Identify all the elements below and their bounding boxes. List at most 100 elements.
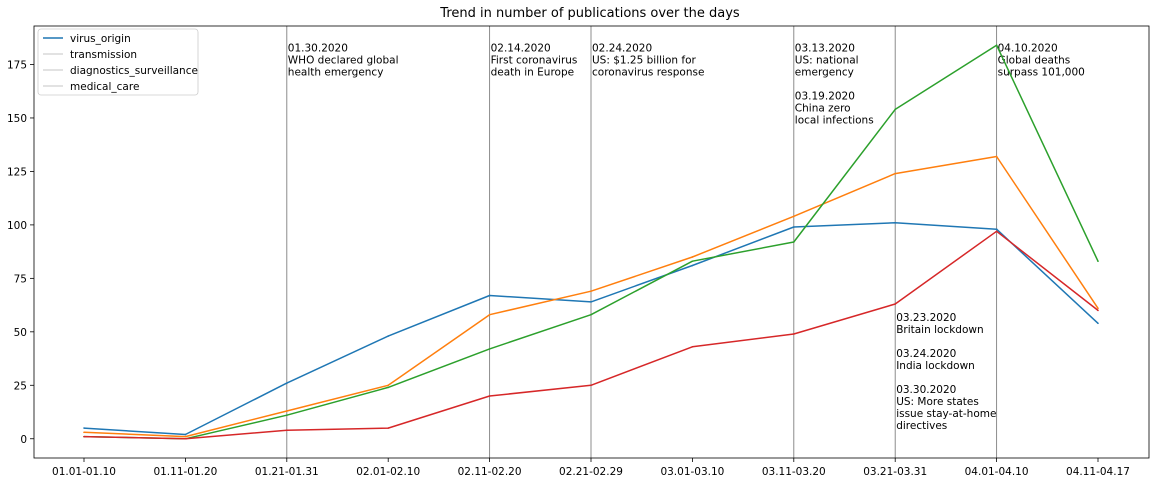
legend-box [37, 28, 199, 96]
data-point-diagnostics_surveillance [894, 108, 896, 111]
event-annotation-line: 01.30.2020 [288, 43, 348, 55]
event-annotation-line: health emergency [288, 67, 384, 79]
legend: virus_origin transmission diagnostics_surv… [37, 28, 199, 96]
event-annotation-line: 02.14.2020 [491, 43, 551, 55]
y-axis: 0 25 50 75 100 125 150 175 [7, 59, 34, 446]
event-annotation-line: surpass 101,000 [998, 67, 1085, 79]
legend-label: diagnostics_surveillance [70, 65, 198, 77]
data-point-transmission [488, 313, 491, 316]
event-annotation-line: China zero [795, 103, 851, 115]
data-point-transmission [691, 256, 694, 258]
plot-frame [33, 25, 1150, 459]
event-annotation-line: 03.13.2020 [795, 43, 855, 55]
data-point-medical_care [894, 303, 896, 305]
data-point-diagnostics_surveillance [590, 313, 592, 316]
data-point-virus_origin [691, 264, 694, 267]
data-point-virus_origin [995, 228, 998, 230]
data-point-diagnostics_surveillance [1097, 260, 1099, 263]
legend-label: medical_care [70, 81, 139, 93]
data-point-virus_origin [387, 335, 390, 337]
event-annotation-line: Global deaths [998, 55, 1071, 67]
y-tick-label: 0 [20, 434, 27, 446]
data-point-medical_care [184, 437, 187, 440]
data-point-transmission [387, 384, 390, 387]
event-annotation-line: directives [896, 420, 947, 432]
event-annotation-line: local infections [795, 115, 874, 127]
y-tick-label: 75 [14, 273, 27, 285]
event-annotation-line: India lockdown [896, 360, 975, 372]
event-annotation-line: US: More states [896, 396, 979, 408]
event-annotation-line: 03.23.2020 [896, 312, 956, 324]
x-tick-label: 02.21-02.29 [559, 466, 623, 478]
y-tick-label: 125 [7, 166, 27, 178]
y-tick-label: 150 [7, 113, 27, 125]
data-point-medical_care [488, 395, 491, 397]
x-tick-label: 01.01-01.10 [52, 466, 116, 478]
x-tick-label: 01.11-01.20 [153, 466, 217, 478]
event-annotation-line: WHO declared global [288, 55, 399, 67]
event-annotation-line: 03.30.2020 [896, 384, 956, 396]
data-point-virus_origin [488, 294, 491, 297]
data-point-virus_origin [793, 226, 795, 228]
event-annotation-line: 03.19.2020 [795, 91, 855, 103]
data-point-transmission [894, 172, 896, 175]
data-point-diagnostics_surveillance [691, 260, 694, 263]
chart-title: Trend in number of publications over the… [439, 6, 740, 21]
x-tick-label: 02.01-02.10 [356, 466, 420, 478]
data-point-diagnostics_surveillance [286, 414, 288, 417]
data-point-virus_origin [286, 382, 288, 384]
event-annotation-line: coronavirus response [592, 67, 704, 79]
data-point-transmission [995, 155, 998, 158]
event-annotation-line: US: $1.25 billion for [592, 55, 696, 67]
x-tick-label: 01.21-01.31 [255, 466, 319, 478]
data-point-medical_care [793, 333, 795, 335]
data-point-transmission [83, 431, 85, 434]
data-point-medical_care [83, 435, 85, 438]
data-point-diagnostics_surveillance [488, 348, 491, 350]
legend-label: virus_origin [70, 33, 131, 45]
data-point-medical_care [691, 345, 694, 348]
x-axis: 01.01-01.10 01.11-01.20 01.21-01.31 02.01-0… [52, 458, 1130, 478]
series-lines [83, 44, 1099, 440]
data-point-transmission [1097, 307, 1099, 310]
event-annotation-line: 02.24.2020 [592, 43, 652, 55]
legend-label: transmission [70, 49, 137, 61]
x-tick-label: 03.11-03.20 [762, 466, 826, 478]
data-point-transmission [590, 290, 592, 292]
event-annotation-line: Britain lockdown [896, 324, 983, 336]
event-annotation-line: 04.10.2020 [998, 43, 1058, 55]
data-point-medical_care [1097, 309, 1099, 312]
x-tick-label: 03.01-03.10 [660, 466, 724, 478]
event-annotation-line: issue stay-at-home [896, 408, 996, 420]
data-point-medical_care [995, 230, 998, 233]
y-tick-label: 100 [7, 220, 27, 232]
data-point-virus_origin [894, 221, 896, 224]
data-point-virus_origin [83, 427, 85, 429]
data-point-diagnostics_surveillance [387, 386, 390, 389]
data-point-diagnostics_surveillance [793, 241, 795, 243]
event-annotation-line: death in Europe [491, 67, 575, 79]
event-annotation-line: US: national [795, 55, 859, 67]
event-annotation-line: 03.24.2020 [896, 348, 956, 360]
data-point-transmission [286, 410, 288, 412]
event-annotation-line: emergency [795, 67, 854, 79]
data-point-medical_care [387, 427, 390, 429]
y-tick-label: 25 [14, 380, 27, 392]
x-tick-label: 02.11-02.20 [458, 466, 522, 478]
x-tick-label: 04.11-04.17 [1066, 466, 1130, 478]
x-tick-label: 03.21-03.31 [863, 466, 927, 478]
data-point-virus_origin [184, 433, 187, 436]
data-point-virus_origin [590, 301, 592, 303]
data-point-diagnostics_surveillance [995, 44, 998, 47]
data-point-transmission [793, 215, 795, 218]
event-annotation-line: First coronavirus [491, 55, 578, 67]
data-point-medical_care [590, 384, 592, 387]
data-point-medical_care [286, 429, 288, 431]
data-point-virus_origin [1097, 322, 1099, 325]
y-tick-label: 50 [14, 327, 27, 339]
data-point-transmission [184, 435, 187, 438]
y-tick-label: 175 [7, 59, 27, 71]
